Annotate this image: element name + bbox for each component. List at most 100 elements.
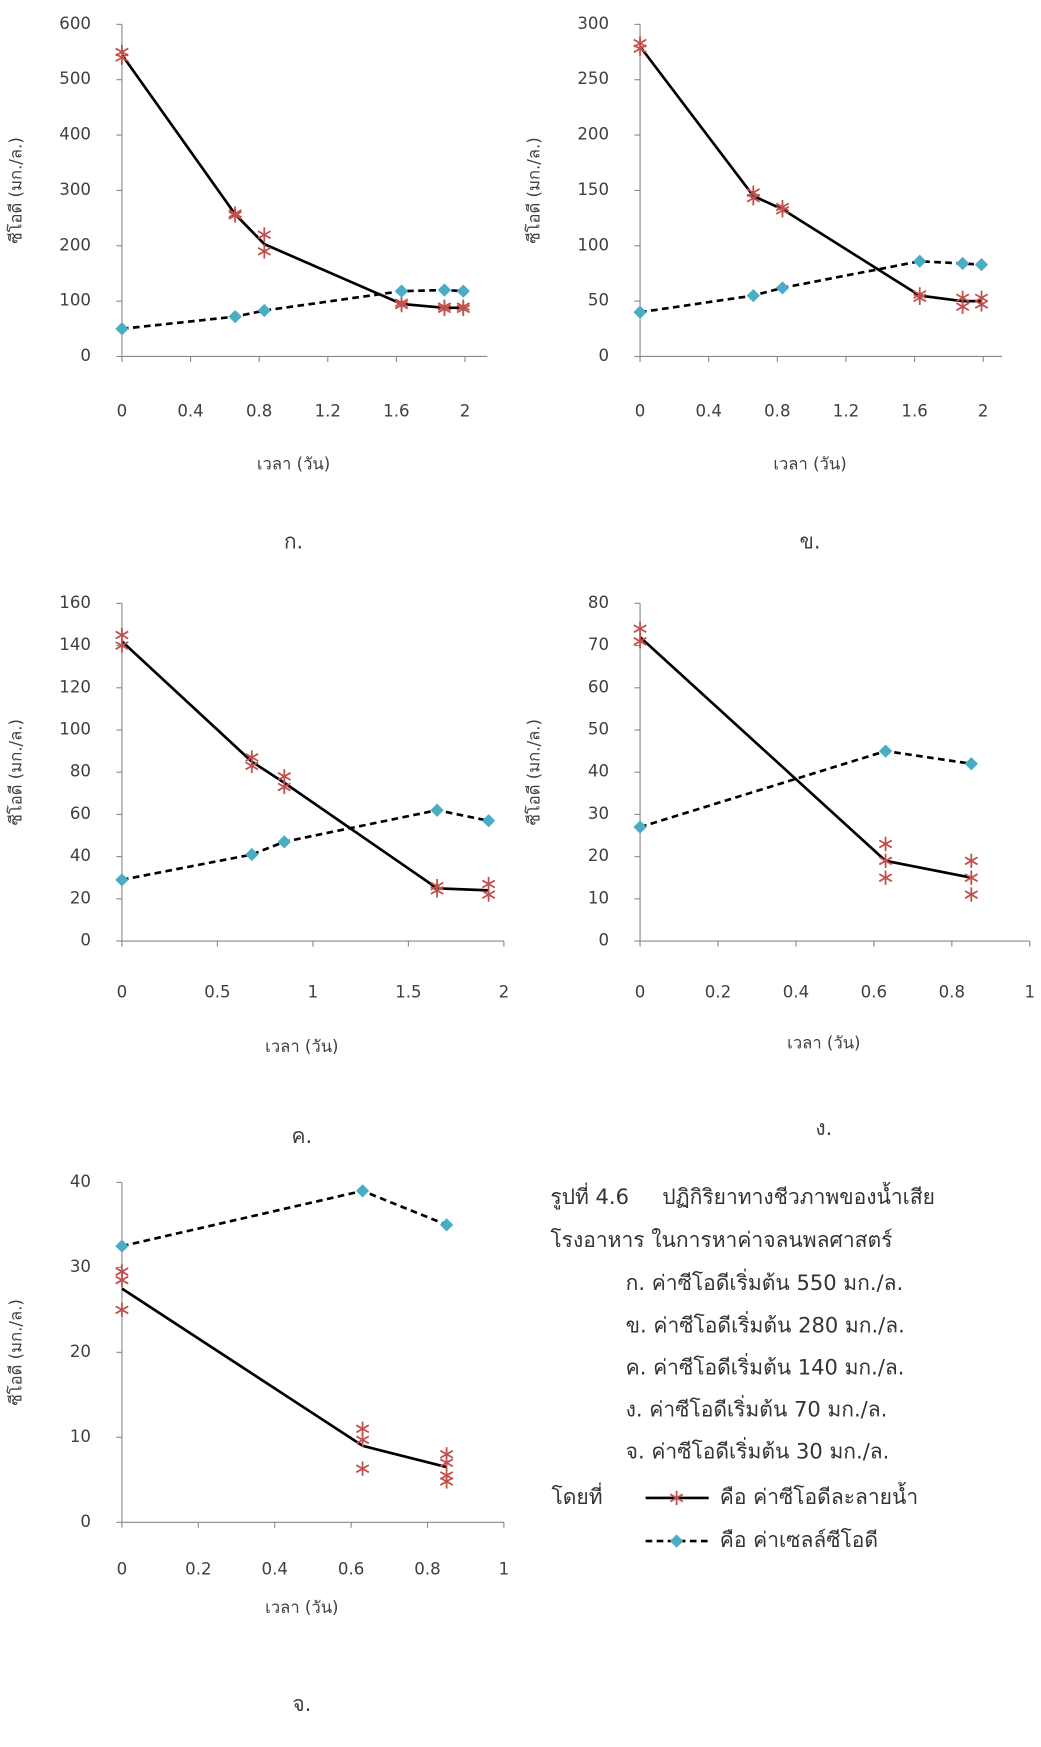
y-tick-label: 30: [588, 804, 609, 823]
x-tick-label: 1: [1024, 983, 1035, 1002]
dashed-line: [122, 1191, 447, 1246]
asterisk-marker: [965, 854, 978, 868]
figure: รูปที่ 4.6 ปฏิกิริยาทางชีวภาพของน้ำเสีย …: [0, 0, 1041, 1747]
x-tick-label: 0.4: [783, 983, 809, 1002]
y-axis-title: ซีโอดี (มก./ล.): [6, 719, 25, 825]
x-tick-label: 0.2: [185, 1559, 211, 1578]
solid-line: [122, 1289, 447, 1467]
asterisk-marker: [879, 837, 892, 851]
panel-label: ก.: [284, 528, 303, 553]
x-tick-label: 2: [460, 401, 471, 420]
caption-item: ข. ค่าซีโอดีเริ่มต้น 280 มก./ล.: [626, 1310, 905, 1337]
y-tick-label: 300: [59, 180, 91, 199]
y-tick-label: 200: [59, 235, 91, 254]
x-tick-label: 0: [635, 401, 646, 420]
y-tick-label: 200: [577, 125, 609, 144]
solid-line: [640, 46, 981, 301]
x-tick-label: 1.5: [395, 983, 421, 1002]
diamond-marker: [670, 1534, 683, 1547]
y-axis-title: ซีโอดี (มก./ล.): [6, 137, 25, 243]
x-axis-title: เวลา (วัน): [265, 1037, 338, 1056]
asterisk-marker: [440, 1474, 453, 1488]
y-tick-label: 300: [577, 14, 609, 33]
panel-label: จ.: [292, 1691, 311, 1716]
diamond-marker: [975, 258, 988, 271]
x-axis-title: เวลา (วัน): [265, 1598, 338, 1617]
y-tick-label: 100: [59, 291, 91, 310]
asterisk-marker: [116, 1303, 129, 1317]
y-tick-label: 600: [59, 14, 91, 33]
x-tick-label: 2: [499, 983, 510, 1002]
x-tick-label: 2: [978, 401, 989, 420]
dashed-line: [122, 290, 463, 329]
asterisk-marker: [965, 887, 978, 901]
diamond-marker: [440, 1218, 453, 1231]
solid-line: [122, 641, 489, 890]
solid-line: [122, 55, 463, 308]
asterisk-marker: [356, 1433, 369, 1447]
x-tick-label: 0.8: [246, 401, 272, 420]
diamond-marker: [482, 814, 495, 827]
y-tick-label: 60: [588, 677, 609, 696]
x-tick-label: 0: [117, 401, 128, 420]
diamond-marker: [430, 804, 443, 817]
dashed-line: [640, 261, 981, 312]
legend-prefix: โดยที่: [551, 1482, 602, 1509]
x-tick-label: 0.4: [177, 401, 203, 420]
y-axis-title: ซีโอดี (มก./ล.): [524, 719, 543, 825]
x-tick-label: 1: [499, 1559, 510, 1578]
y-tick-label: 30: [70, 1257, 91, 1276]
diamond-marker: [438, 283, 451, 296]
y-tick-label: 0: [80, 931, 91, 950]
diamond-marker: [747, 289, 760, 302]
dashed-line: [122, 810, 489, 880]
y-tick-label: 20: [588, 846, 609, 865]
y-tick-label: 100: [577, 235, 609, 254]
y-tick-label: 50: [588, 291, 609, 310]
diamond-marker: [278, 835, 291, 848]
diamond-marker: [633, 306, 646, 319]
y-tick-label: 100: [59, 719, 91, 738]
y-tick-label: 0: [80, 1512, 91, 1531]
asterisk-marker: [356, 1462, 369, 1476]
diamond-marker: [956, 257, 969, 270]
legend-label: คือ ค่าซีโอดีละลายน้ำ: [720, 1482, 918, 1509]
x-tick-label: 0.8: [414, 1559, 440, 1578]
diamond-marker: [115, 322, 128, 335]
diamond-marker: [879, 744, 892, 757]
x-axis-title: เวลา (วัน): [773, 454, 846, 473]
caption-item: ง. ค่าซีโอดีเริ่มต้น 70 มก./ล.: [626, 1394, 888, 1421]
x-tick-label: 1.6: [901, 401, 927, 420]
y-tick-label: 120: [59, 677, 91, 696]
caption-item: จ. ค่าซีโอดีเริ่มต้น 30 มก./ล.: [626, 1437, 890, 1464]
x-tick-label: 0.2: [705, 983, 731, 1002]
diamond-marker: [229, 310, 242, 323]
y-tick-label: 10: [588, 888, 609, 907]
diamond-marker: [965, 757, 978, 770]
y-axis-title: ซีโอดี (มก./ล.): [6, 1299, 25, 1405]
diamond-marker: [633, 820, 646, 833]
x-tick-label: 1.2: [315, 401, 341, 420]
y-tick-label: 60: [70, 804, 91, 823]
panel-label: ค.: [291, 1123, 312, 1148]
y-axis-title: ซีโอดี (มก./ล.): [524, 137, 543, 243]
y-tick-label: 80: [588, 593, 609, 612]
diamond-marker: [115, 873, 128, 886]
y-tick-label: 40: [70, 1172, 91, 1191]
figure-number: รูปที่ 4.6: [550, 1182, 629, 1210]
y-tick-label: 250: [577, 69, 609, 88]
y-tick-label: 20: [70, 888, 91, 907]
caption-item: ก. ค่าซีโอดีเริ่มต้น 550 มก./ล.: [626, 1268, 903, 1295]
y-tick-label: 400: [59, 125, 91, 144]
y-tick-label: 0: [80, 346, 91, 365]
y-tick-label: 160: [59, 593, 91, 612]
legend-label: คือ ค่าเซลล์ซีโอดี: [720, 1527, 878, 1552]
y-tick-label: 140: [59, 635, 91, 654]
x-tick-label: 0.8: [939, 983, 965, 1002]
figure-title-line2: โรงอาหาร ในการหาค่าจลนพลศาสตร์: [550, 1227, 892, 1252]
y-tick-label: 20: [70, 1342, 91, 1361]
asterisk-marker: [634, 621, 647, 635]
diamond-marker: [115, 1239, 128, 1252]
y-tick-label: 70: [588, 635, 609, 654]
panel-label: ข.: [799, 528, 820, 553]
